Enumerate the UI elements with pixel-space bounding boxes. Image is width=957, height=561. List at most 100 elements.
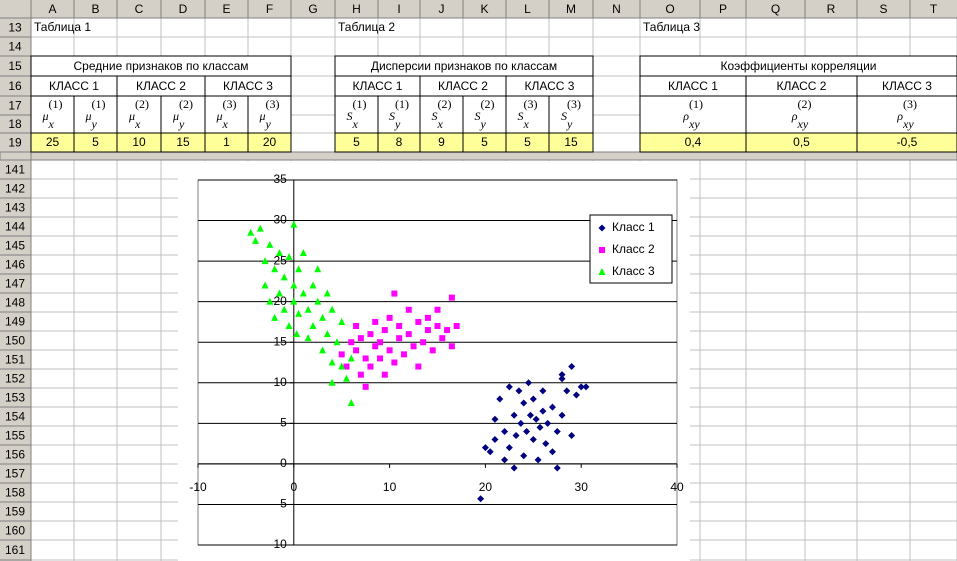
y-tick-label: 20 (273, 294, 287, 308)
class-header: КЛАСС 1 (49, 79, 99, 93)
point (295, 265, 303, 273)
point (266, 240, 274, 248)
point (568, 363, 576, 371)
point (261, 257, 269, 265)
point (323, 330, 331, 338)
point (434, 306, 441, 313)
point (347, 399, 355, 407)
y-tick-label: 10 (273, 375, 287, 389)
point (304, 334, 312, 342)
point (420, 339, 427, 346)
point (510, 464, 518, 472)
legend-marker (599, 247, 605, 253)
x-tick-label: 30 (575, 480, 589, 494)
column-header: D (179, 2, 188, 16)
symbol-sup: (2) (179, 97, 193, 111)
symbol-sub: x (352, 117, 359, 131)
column-header: A (48, 2, 56, 16)
point (532, 415, 540, 423)
symbol-sup: (2) (798, 97, 812, 111)
point (400, 351, 407, 358)
symbol-base: S (389, 109, 395, 123)
point (410, 343, 417, 350)
symbol-base: μ (128, 109, 135, 123)
point (434, 323, 441, 329)
point (553, 464, 561, 472)
point (271, 313, 279, 321)
table-value: 8 (396, 135, 403, 149)
point (396, 335, 403, 342)
column-header: F (266, 2, 273, 16)
point (477, 495, 485, 503)
point (448, 343, 455, 350)
column-header: M (566, 2, 576, 16)
row-header: 144 (5, 220, 25, 234)
point (526, 411, 534, 419)
point (582, 383, 590, 391)
point (444, 327, 451, 334)
y-tick-label: 5 (280, 416, 287, 430)
point (523, 427, 531, 435)
symbol-sub: y (566, 117, 573, 131)
point (558, 375, 566, 383)
point (539, 407, 547, 415)
symbol-sub: xy (688, 117, 700, 131)
symbol-sup: (2) (438, 97, 452, 111)
point (529, 395, 537, 403)
point (501, 456, 509, 464)
y-tick-label: 35 (273, 172, 287, 186)
point (448, 294, 455, 301)
symbol-cell (247, 95, 292, 134)
table-value: 0,4 (685, 135, 702, 149)
table-value: 25 (46, 135, 60, 149)
point (357, 371, 364, 378)
point (343, 363, 350, 370)
symbol-cell (548, 95, 594, 134)
point (577, 383, 585, 391)
point (372, 343, 379, 350)
symbol-sub: x (222, 117, 229, 131)
point (372, 318, 379, 325)
symbol-base: μ (84, 109, 91, 123)
row-header: 159 (5, 505, 25, 519)
symbol-sup: (1) (353, 97, 367, 111)
symbol-sup: (3) (266, 97, 280, 111)
point (290, 281, 298, 289)
point (319, 346, 327, 354)
symbol-sup: (1) (395, 97, 409, 111)
symbol-sup: (3) (524, 97, 538, 111)
point (290, 297, 298, 305)
point (568, 432, 576, 439)
point (520, 452, 528, 460)
y-tick-label: 30 (273, 213, 287, 227)
row-header: 16 (8, 79, 22, 93)
point (548, 448, 556, 456)
symbol-sup: (3) (567, 97, 581, 111)
point (285, 253, 293, 261)
class-header: КЛАСС 3 (223, 79, 273, 93)
column-header: E (222, 2, 230, 16)
column-header: I (397, 2, 400, 16)
point (328, 358, 336, 366)
point (391, 290, 398, 297)
row-header: 13 (8, 21, 22, 35)
symbol-sub: x (437, 117, 444, 131)
row-header: 156 (5, 448, 25, 462)
point (299, 289, 307, 297)
point (348, 339, 355, 346)
point (285, 322, 293, 329)
symbol-cell (745, 95, 858, 134)
row-header: 143 (5, 201, 25, 215)
point (548, 403, 556, 411)
symbol-sub: x (523, 117, 530, 131)
legend-marker (598, 268, 606, 275)
point (275, 249, 283, 256)
symbol-sub: xy (902, 117, 914, 131)
table-value: 5 (353, 135, 360, 149)
class-header: КЛАСС 2 (777, 79, 827, 93)
symbol-base: S (561, 109, 567, 123)
value-cell (247, 132, 292, 153)
symbol-sup: (3) (223, 97, 237, 111)
symbol-cell (505, 95, 550, 134)
column-header: P (719, 2, 727, 16)
